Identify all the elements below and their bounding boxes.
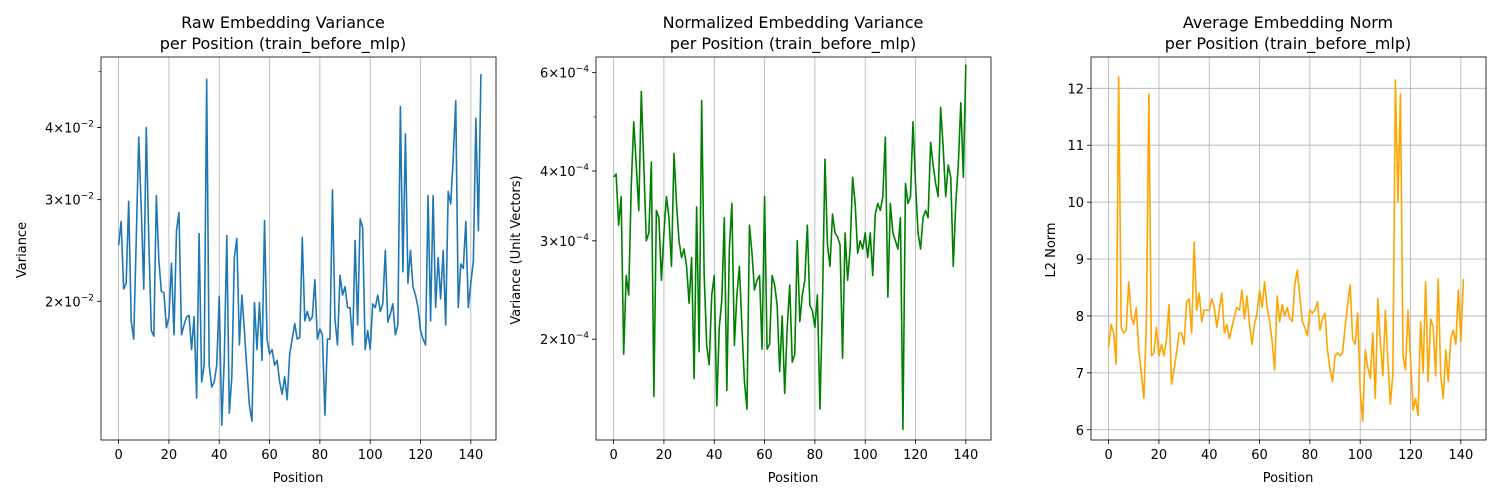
panel-2-y-tick-label: 4×10−4 <box>540 163 589 180</box>
panel-3-y-tick-label: 8 <box>1076 310 1084 325</box>
panel-3-y-tick-label: 12 <box>1067 82 1084 97</box>
panel-3-y-axis-label: L2 Norm <box>1044 222 1059 277</box>
panel-2-y-axis-label: Variance (Unit Vectors) <box>509 175 524 324</box>
panel-2-y-tick-label: 3×10−4 <box>540 233 589 250</box>
panel-2-title-line-1: Normalized Embedding Variance <box>663 13 924 32</box>
panel-1-plot: 0 20 40 60 80 100 120 140 2×10−2 3×10−2 4×10−2 <box>45 56 497 463</box>
panel-2-x-tick-label: 140 <box>953 448 978 463</box>
panel-1-axes-frame <box>100 56 497 441</box>
panel-2-x-tick-label: 80 <box>807 448 824 463</box>
panel-1-y-tick-label: 3×10−2 <box>45 192 94 209</box>
panel-1-x-tick-label: 140 <box>458 448 483 463</box>
panel-3-y-tick-label: 11 <box>1067 139 1084 154</box>
panel-1-y-axis-label: Variance <box>15 222 30 278</box>
panel-normalized-variance: Normalized Embedding Variance per Positi… <box>509 13 923 486</box>
panel-3-y-tick-label: 10 <box>1067 196 1084 211</box>
panel-2-title-line-2: per Position (train_before_mlp) <box>670 34 916 54</box>
panel-3-y-tick-label: 9 <box>1076 253 1084 268</box>
panel-3-x-tick-label: 20 <box>1151 448 1168 463</box>
panel-3-x-tick-label: 80 <box>1302 448 1319 463</box>
panel-average-norm: Average Embedding Norm per Position (tra… <box>1044 13 1411 486</box>
panel-1-y-tick-label: 4×10−2 <box>45 120 94 137</box>
panel-1-x-axis-label: Position <box>273 471 324 486</box>
panel-3-x-tick-label: 60 <box>1251 448 1268 463</box>
panel-1-x-tick-label: 120 <box>408 448 433 463</box>
panel-2-x-tick-label: 40 <box>706 448 723 463</box>
panel-2-x-axis-label: Position <box>768 471 819 486</box>
panel-2-y-tick-label: 2×10−4 <box>540 331 589 348</box>
panel-3-title-line-2: per Position (train_before_mlp) <box>1165 34 1411 54</box>
panel-3-series-line <box>1107 76 1465 423</box>
panel-2-y-tick-label: 6×10−4 <box>540 65 589 82</box>
panel-1-x-tick-label: 80 <box>312 448 329 463</box>
panel-1-title-line-1: Raw Embedding Variance <box>181 13 385 32</box>
panel-2-axes-frame <box>595 56 992 441</box>
panel-3-x-axis-label: Position <box>1263 471 1314 486</box>
panel-3-x-tick-label: 40 <box>1201 448 1218 463</box>
panel-1-x-tick-label: 40 <box>211 448 228 463</box>
panel-1-y-tick-label: 2×10−2 <box>45 293 94 310</box>
panel-2-plot: 0 20 40 60 80 100 120 140 2×10−4 3×10−4 4×10−4 6×10… <box>540 56 992 463</box>
panel-3-x-tick-label: 120 <box>1398 448 1423 463</box>
panel-3-axes-frame <box>1090 56 1487 441</box>
panel-2-x-tick-label: 0 <box>609 448 617 463</box>
panel-3-x-tick-label: 140 <box>1448 448 1473 463</box>
panel-3-y-tick-label: 7 <box>1076 367 1084 382</box>
panel-raw-variance: Raw Embedding Variance per Position (tra… <box>15 13 406 486</box>
panel-1-x-tick-label: 20 <box>161 448 178 463</box>
panel-2-x-tick-label: 20 <box>656 448 673 463</box>
panel-3-title-line-1: Average Embedding Norm <box>1183 13 1393 32</box>
panel-3-plot: 0 20 40 60 80 100 120 140 6 7 8 9 10 11 12 <box>1067 56 1487 463</box>
panel-1-series-line <box>117 74 482 426</box>
panel-3-x-tick-label: 0 <box>1104 448 1112 463</box>
panel-2-x-tick-label: 100 <box>853 448 878 463</box>
panel-2-x-tick-label: 120 <box>903 448 928 463</box>
panel-1-x-tick-label: 60 <box>261 448 278 463</box>
panel-1-title-line-2: per Position (train_before_mlp) <box>160 34 406 54</box>
panel-2-series-line <box>612 64 967 431</box>
panel-3-x-tick-label: 100 <box>1348 448 1373 463</box>
panel-2-x-tick-label: 60 <box>756 448 773 463</box>
panel-3-y-tick-label: 6 <box>1076 424 1084 439</box>
panel-1-x-tick-label: 0 <box>114 448 122 463</box>
panel-1-x-tick-label: 100 <box>358 448 383 463</box>
